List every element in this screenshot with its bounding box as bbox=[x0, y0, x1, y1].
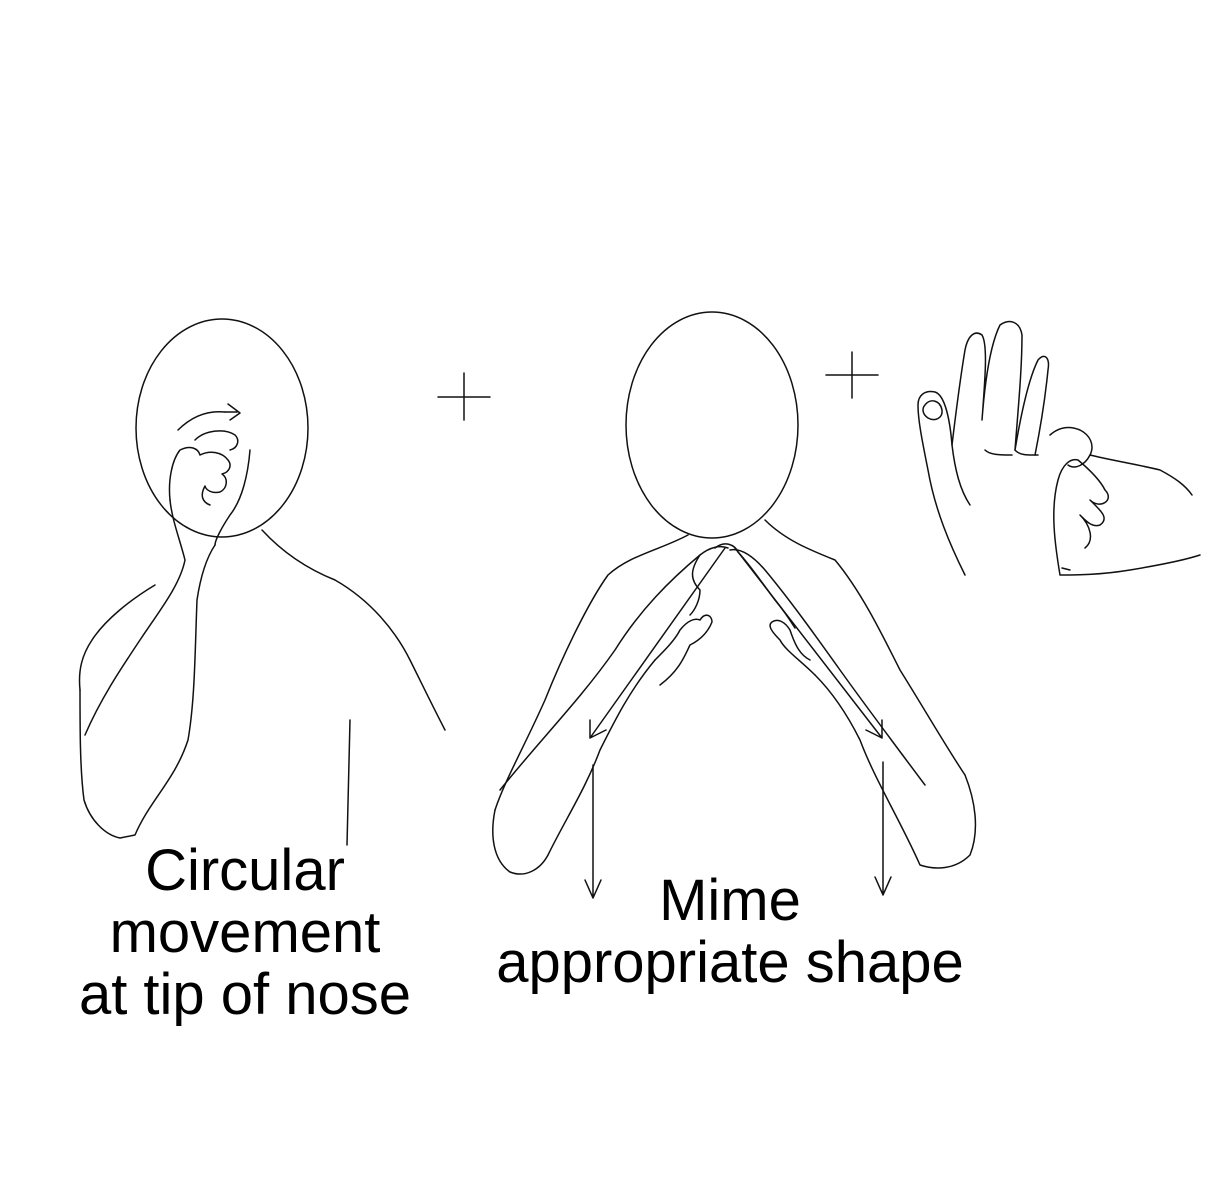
open-hand-outline bbox=[917, 320, 1050, 576]
figure2-right-forearm bbox=[729, 548, 926, 786]
figure1-arm bbox=[79, 544, 216, 839]
figure2-down-arrow-left bbox=[584, 764, 602, 899]
figure2-right-arm bbox=[814, 674, 977, 869]
figure2-head bbox=[625, 311, 799, 539]
caption-nose-circle: Circular movement at tip of nose bbox=[40, 840, 450, 1026]
figure1-left-shoulder bbox=[78, 584, 156, 691]
figure1-body bbox=[261, 529, 446, 731]
figure-hands-detail bbox=[917, 320, 1201, 576]
figure1-torso-line bbox=[346, 719, 351, 846]
figure-mime-shape bbox=[492, 311, 977, 899]
figure2-diagonal-arrow-left bbox=[589, 547, 726, 739]
pointing-hand-outline bbox=[1049, 426, 1201, 576]
figure2-left-forearm bbox=[499, 545, 729, 791]
caption1-line2: movement bbox=[109, 900, 381, 965]
figure1-forearm-inner bbox=[84, 499, 186, 736]
caption1-line1: Circular bbox=[145, 838, 345, 903]
figure2-down-arrow-right bbox=[874, 761, 892, 896]
figure1-hand bbox=[168, 430, 251, 546]
caption2-line2: appropriate shape bbox=[496, 930, 964, 995]
plus-sign-2 bbox=[825, 351, 879, 399]
figure1-index-finger bbox=[177, 410, 226, 431]
open-hand-thumbnail bbox=[922, 400, 943, 421]
figure1-head bbox=[135, 318, 309, 538]
figure2-right-shoulder bbox=[764, 519, 966, 776]
figure2-left-arm bbox=[492, 659, 656, 875]
figure2-left-hand bbox=[654, 543, 739, 686]
figure2-left-shoulder bbox=[494, 534, 689, 811]
figure-nose-circle bbox=[78, 318, 446, 846]
figure2-diagonal-arrow-right bbox=[734, 547, 883, 739]
plus-sign-1 bbox=[437, 372, 491, 421]
caption1-line3: at tip of nose bbox=[78, 962, 412, 1027]
caption-mime-shape: Mime appropriate shape bbox=[455, 870, 1005, 994]
figure2-right-hand bbox=[737, 551, 816, 676]
caption2-line1: Mime bbox=[659, 868, 801, 933]
open-hand-palm bbox=[951, 444, 1039, 506]
figure1-circle-arrow bbox=[224, 403, 241, 421]
